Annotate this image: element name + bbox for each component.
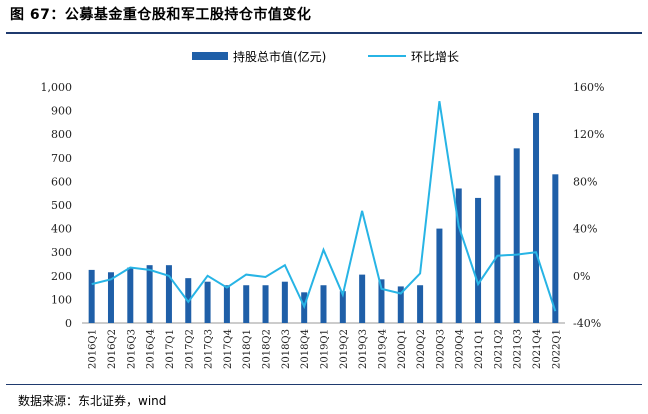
- x-tick-label: 2019Q3: [358, 329, 369, 369]
- bar: [417, 285, 424, 323]
- left-tick-label: 900: [51, 105, 72, 118]
- chart-title: 图 67：公募基金重仓股和军工股持仓市值变化: [10, 7, 312, 23]
- right-tick-label: 40%: [573, 223, 597, 236]
- x-tick-label: 2016Q4: [146, 329, 157, 369]
- left-tick-label: 700: [51, 152, 72, 165]
- x-tick-label: 2021Q4: [532, 329, 543, 369]
- left-tick-label: 100: [51, 293, 72, 306]
- right-tick-label: 120%: [573, 128, 604, 141]
- left-tick-label: 400: [51, 223, 72, 236]
- bar: [223, 285, 230, 323]
- bar: [494, 175, 501, 323]
- legend: 持股总市值(亿元) 环比增长: [192, 49, 459, 64]
- bar: [107, 272, 114, 323]
- left-tick-label: 300: [51, 246, 72, 259]
- x-tick-label: 2016Q2: [107, 329, 118, 369]
- x-tick-label: 2020Q4: [455, 329, 466, 369]
- left-tick-label: 200: [51, 270, 72, 283]
- bar-series: [88, 112, 559, 324]
- x-tick-label: 2021Q2: [493, 329, 504, 369]
- x-tick-label: 2018Q3: [281, 329, 292, 369]
- x-tick-label: 2019Q1: [320, 329, 331, 369]
- x-tick-label: 2017Q2: [184, 329, 195, 369]
- right-tick-label: 160%: [573, 81, 604, 94]
- x-tick-label: 2019Q4: [377, 329, 388, 369]
- left-tick-label: 500: [51, 199, 72, 212]
- bar: [204, 281, 211, 323]
- x-tick-label: 2018Q2: [262, 329, 273, 369]
- right-tick-label: 80%: [573, 175, 597, 188]
- source-note: 数据来源：东北证券，wind: [18, 394, 167, 408]
- bar: [127, 267, 134, 323]
- x-tick-label: 2018Q4: [300, 329, 311, 369]
- x-tick-label: 2021Q3: [513, 329, 524, 369]
- growth-line: [91, 101, 557, 312]
- left-tick-label: 600: [51, 175, 72, 188]
- x-tick-label: 2016Q1: [88, 329, 99, 369]
- bar: [339, 291, 346, 323]
- bar: [475, 197, 482, 323]
- right-tick-label: -40%: [573, 317, 601, 330]
- x-tick-label: 2016Q3: [126, 329, 137, 369]
- legend-bar-swatch: [192, 52, 228, 60]
- x-tick-label: 2019Q2: [339, 329, 350, 369]
- bar: [436, 228, 443, 323]
- bar: [165, 265, 172, 323]
- bar: [146, 265, 153, 323]
- title-divider: [6, 32, 642, 34]
- bar: [455, 188, 462, 323]
- left-axis: 0 100 200 300 400 500 600 700 800 900 1,000: [41, 81, 73, 330]
- bar: [513, 148, 520, 323]
- x-tick-label: 2018Q1: [242, 329, 253, 369]
- source-divider: [6, 384, 642, 385]
- bar: [281, 281, 288, 323]
- right-axis: -40% 0% 40% 80% 120% 160%: [573, 81, 604, 330]
- bar: [397, 286, 404, 323]
- x-tick-label: 2017Q3: [204, 329, 215, 369]
- left-tick-label: 0: [65, 317, 72, 330]
- bar: [552, 174, 559, 323]
- bar: [88, 269, 95, 323]
- bar: [378, 279, 385, 323]
- legend-bar-label: 持股总市值(亿元): [233, 49, 326, 64]
- x-tick-label: 2020Q1: [397, 329, 408, 369]
- x-tick-label: 2020Q3: [435, 329, 446, 369]
- x-tick-label: 2020Q2: [416, 329, 427, 369]
- x-tick-label: 2021Q1: [474, 329, 485, 369]
- right-tick-label: 0%: [573, 270, 590, 283]
- bar: [320, 285, 327, 323]
- left-tick-label: 1,000: [41, 81, 73, 94]
- bar: [262, 285, 269, 323]
- x-tick-label: 2017Q4: [223, 329, 234, 369]
- bar: [359, 274, 366, 323]
- legend-line-label: 环比增长: [411, 50, 459, 64]
- x-tick-label: 2022Q1: [551, 329, 562, 369]
- left-tick-label: 800: [51, 128, 72, 141]
- bar: [243, 285, 250, 323]
- x-axis-labels: 2016Q1 2016Q2 2016Q3 2016Q4 2017Q1 2017Q2 2017…: [88, 329, 563, 369]
- x-tick-label: 2017Q1: [165, 329, 176, 369]
- bar: [533, 112, 540, 324]
